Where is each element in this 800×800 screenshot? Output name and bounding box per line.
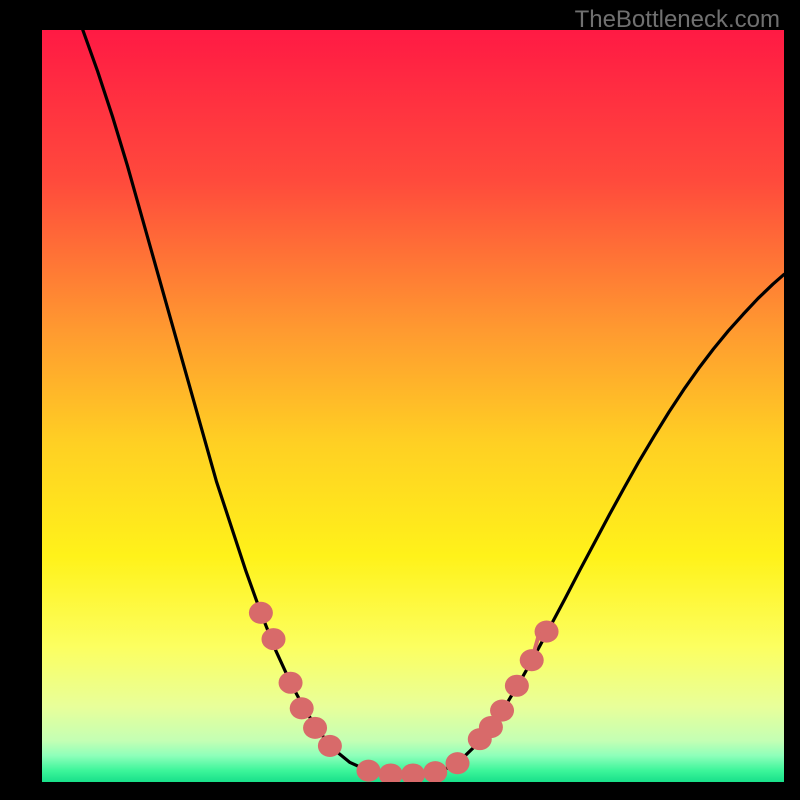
highlight-dot — [379, 763, 403, 782]
highlight-dot — [279, 672, 303, 694]
highlight-dot — [490, 700, 514, 722]
highlight-dot — [423, 761, 447, 782]
highlight-dot — [249, 602, 273, 624]
highlight-dot — [262, 628, 286, 650]
highlight-dot — [401, 763, 425, 782]
bottleneck-curve — [42, 30, 784, 782]
highlight-dot — [505, 675, 529, 697]
highlight-dot — [303, 717, 327, 739]
watermark-text: TheBottleneck.com — [575, 6, 780, 34]
highlight-dot — [446, 752, 470, 774]
chart-frame: TheBottleneck.com — [0, 0, 800, 800]
highlight-dot — [356, 760, 380, 782]
plot-area — [42, 30, 784, 782]
highlight-dot — [290, 697, 314, 719]
highlight-dot — [318, 735, 342, 757]
